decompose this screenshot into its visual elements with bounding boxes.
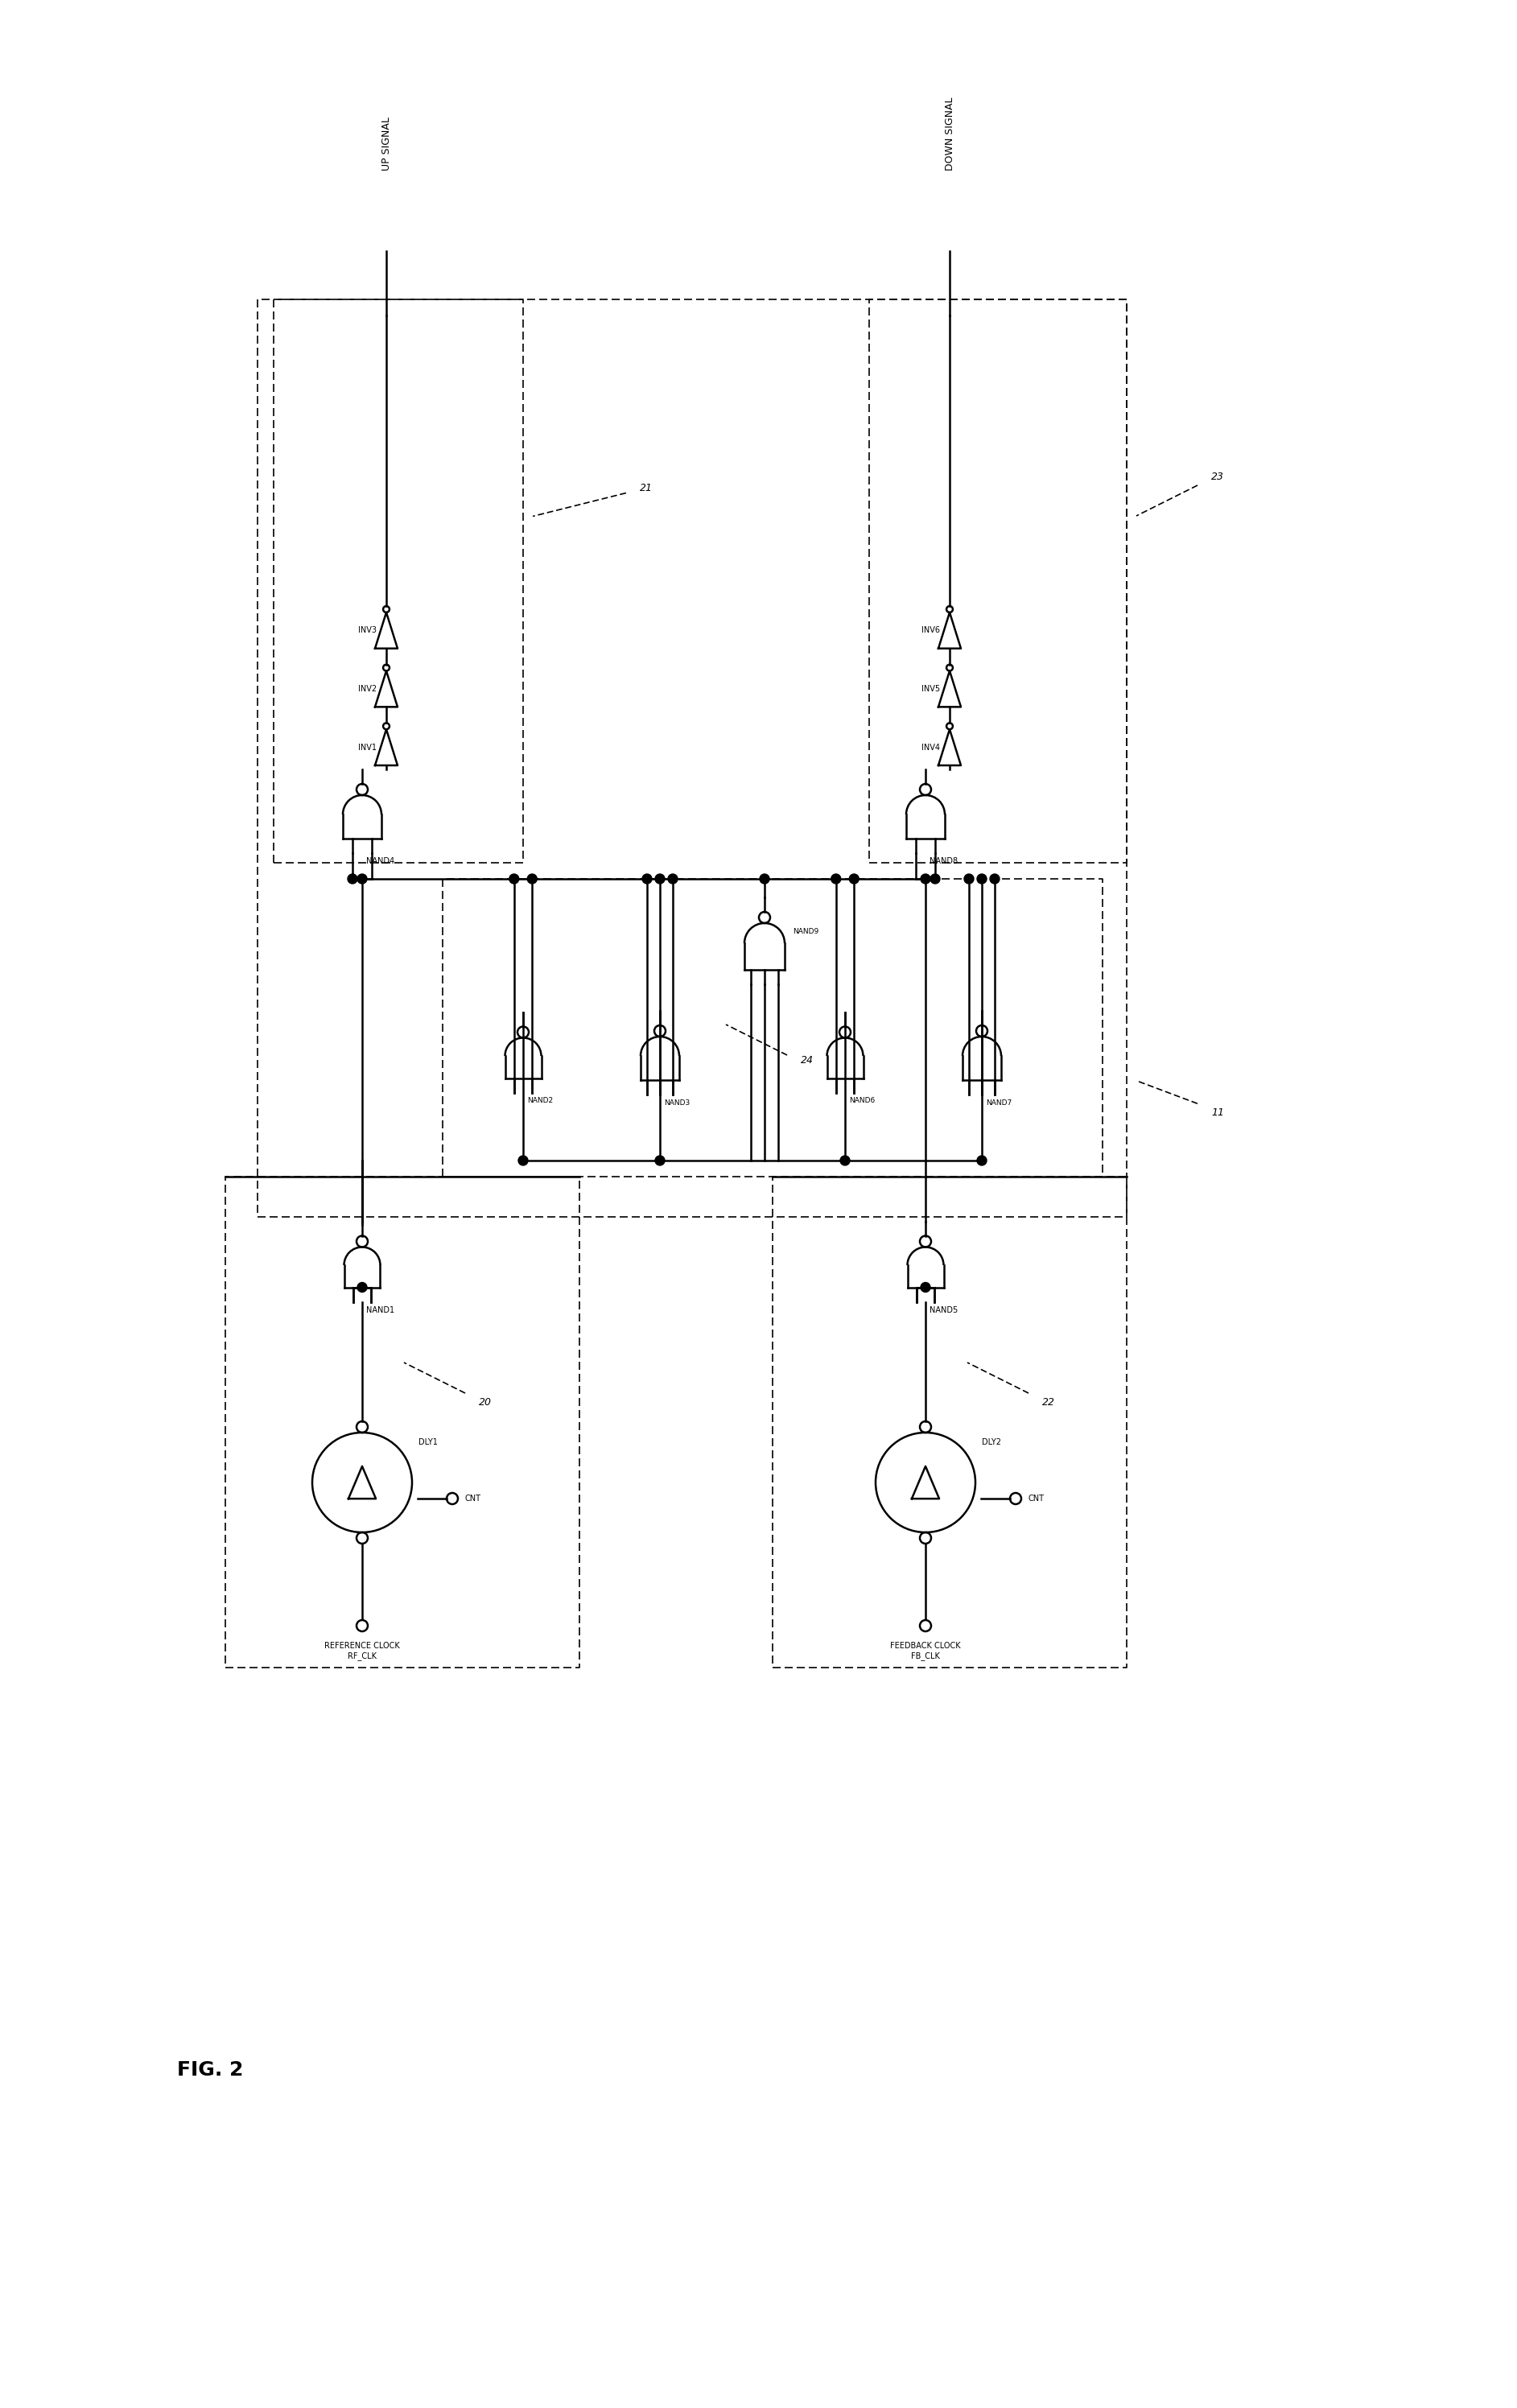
Text: 22: 22 [1042,1397,1054,1406]
Text: 23: 23 [1211,472,1224,482]
Circle shape [358,874,367,884]
Text: INV4: INV4 [921,744,941,751]
Circle shape [760,874,769,884]
Text: NAND3: NAND3 [664,1098,690,1105]
Circle shape [850,874,859,884]
Circle shape [921,1283,930,1293]
Text: INV3: INV3 [358,626,376,633]
Text: INV5: INV5 [921,684,941,694]
Circle shape [930,874,941,884]
Circle shape [358,1283,367,1293]
Text: UP SIGNAL: UP SIGNAL [381,118,391,171]
Text: REFERENCE CLOCK
RF_CLK: REFERENCE CLOCK RF_CLK [325,1642,400,1659]
Text: CNT: CNT [464,1495,481,1503]
Text: NAND8: NAND8 [930,857,957,864]
Circle shape [642,874,652,884]
Circle shape [528,874,537,884]
Text: NAND5: NAND5 [930,1305,957,1315]
Text: CNT: CNT [1027,1495,1044,1503]
Circle shape [347,874,358,884]
Text: NAND6: NAND6 [850,1098,875,1105]
Circle shape [977,1156,986,1165]
Text: 24: 24 [801,1055,813,1064]
Text: INV6: INV6 [921,626,941,633]
Text: DLY2: DLY2 [981,1438,1001,1447]
Circle shape [965,874,974,884]
Text: DLY1: DLY1 [419,1438,438,1447]
Text: FIG. 2: FIG. 2 [177,2061,243,2081]
Circle shape [831,874,840,884]
Circle shape [510,874,519,884]
Text: NAND1: NAND1 [366,1305,394,1315]
Text: NAND4: NAND4 [366,857,394,864]
Circle shape [667,874,678,884]
Text: 11: 11 [1211,1108,1224,1117]
Text: FEEDBACK CLOCK
FB_CLK: FEEDBACK CLOCK FB_CLK [890,1642,960,1659]
Circle shape [655,1156,664,1165]
Circle shape [655,874,664,884]
Text: 21: 21 [640,484,652,494]
Text: NAND2: NAND2 [526,1098,554,1105]
Text: DOWN SIGNAL: DOWN SIGNAL [945,96,954,171]
Text: INV1: INV1 [358,744,376,751]
Text: INV2: INV2 [358,684,376,694]
Circle shape [991,874,1000,884]
Circle shape [840,1156,850,1165]
Text: 20: 20 [479,1397,492,1406]
Circle shape [921,874,930,884]
Circle shape [977,874,986,884]
Text: NAND9: NAND9 [793,927,819,934]
Text: NAND7: NAND7 [986,1098,1012,1105]
Circle shape [519,1156,528,1165]
